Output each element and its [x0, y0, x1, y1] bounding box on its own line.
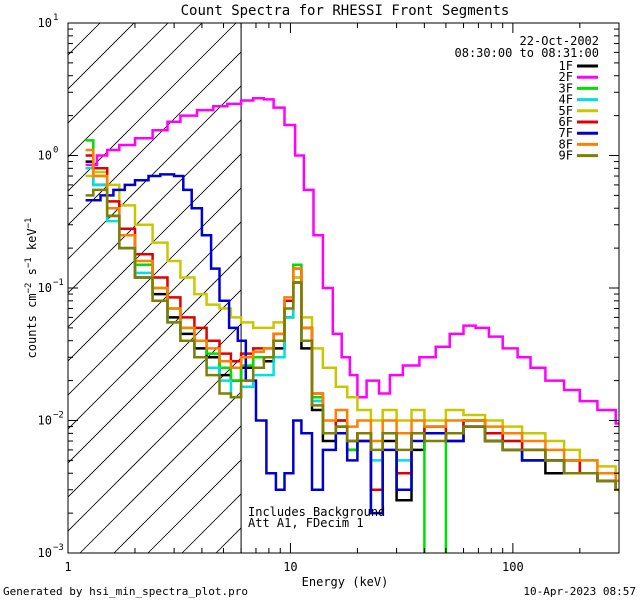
- y-tick-label: 10: [38, 546, 52, 560]
- background-hatch-region: [0, 0, 640, 553]
- y-tick-label: 10: [38, 16, 52, 30]
- series-9F: [85, 188, 619, 492]
- legend-label-8F: 8F: [559, 137, 573, 151]
- hatch-line: [68, 23, 135, 90]
- series-3F: [85, 139, 619, 553]
- y-tick-label: 10: [38, 281, 52, 295]
- legend-label-7F: 7F: [559, 126, 573, 140]
- hatch-line: [68, 289, 242, 464]
- y-tick-exponent: 1: [53, 13, 58, 23]
- legend-label-6F: 6F: [559, 115, 573, 129]
- x-tick-label: 100: [502, 560, 524, 574]
- legend-label-2F: 2F: [559, 70, 573, 84]
- annotation-background: Includes Background: [248, 505, 385, 519]
- series-8F: [85, 148, 619, 483]
- y-tick-exponent: −1: [53, 278, 64, 288]
- series-7F: [85, 173, 619, 515]
- hatch-line: [79, 391, 242, 553]
- series-2F: [85, 97, 619, 425]
- hatch-line: [68, 357, 242, 532]
- legend-label-3F: 3F: [559, 81, 573, 95]
- hatch-line: [113, 425, 242, 553]
- y-tick-label: 10: [38, 414, 52, 428]
- legend-label-1F: 1F: [559, 59, 573, 73]
- y-axis-label: counts cm−2 s−1 keV−1: [24, 218, 39, 359]
- hatch-line: [318, 0, 640, 553]
- hatch-line: [68, 187, 242, 362]
- legend-label-9F: 9F: [559, 149, 573, 163]
- legend-label-4F: 4F: [559, 93, 573, 107]
- y-tick-exponent: 0: [53, 146, 58, 156]
- hatch-line: [68, 153, 242, 328]
- y-tick-exponent: −3: [53, 543, 64, 553]
- chart-title: Count Spectra for RHESSI Front Segments: [181, 3, 510, 19]
- hatch-line: [215, 527, 242, 553]
- legend-label-5F: 5F: [559, 104, 573, 118]
- y-tick-exponent: −2: [53, 411, 64, 421]
- y-tick-label: 10: [38, 149, 52, 163]
- time-range-label: 08:30:00 to 08:31:00: [455, 46, 600, 60]
- hatch-line: [68, 23, 237, 192]
- hatch-line: [0, 0, 28, 553]
- series-5F: [85, 170, 619, 475]
- hatch-line: [0, 0, 96, 553]
- x-axis-label: Energy (keV): [302, 575, 389, 589]
- hatch-line: [284, 0, 640, 553]
- series-6F: [85, 154, 619, 492]
- annotation-attenuator: Att A1, FDecim 1: [248, 516, 364, 530]
- footer-generated-by: Generated by hsi_min_spectra_plot.pro: [3, 585, 248, 598]
- hatch-line: [68, 51, 242, 226]
- hatch-line: [68, 23, 169, 124]
- hatch-line: [68, 323, 242, 498]
- footer-date: 10-Apr-2023 08:57: [523, 585, 636, 598]
- x-tick-label: 10: [283, 560, 297, 574]
- x-tick-label: 1: [64, 560, 71, 574]
- hatch-line: [68, 221, 242, 396]
- hatch-line: [68, 255, 242, 430]
- hatch-line: [68, 23, 101, 56]
- date-label: 22-Oct-2002: [520, 34, 599, 48]
- hatch-line: [68, 119, 242, 294]
- plot-frame: [67, 22, 620, 554]
- hatch-line: [68, 23, 203, 158]
